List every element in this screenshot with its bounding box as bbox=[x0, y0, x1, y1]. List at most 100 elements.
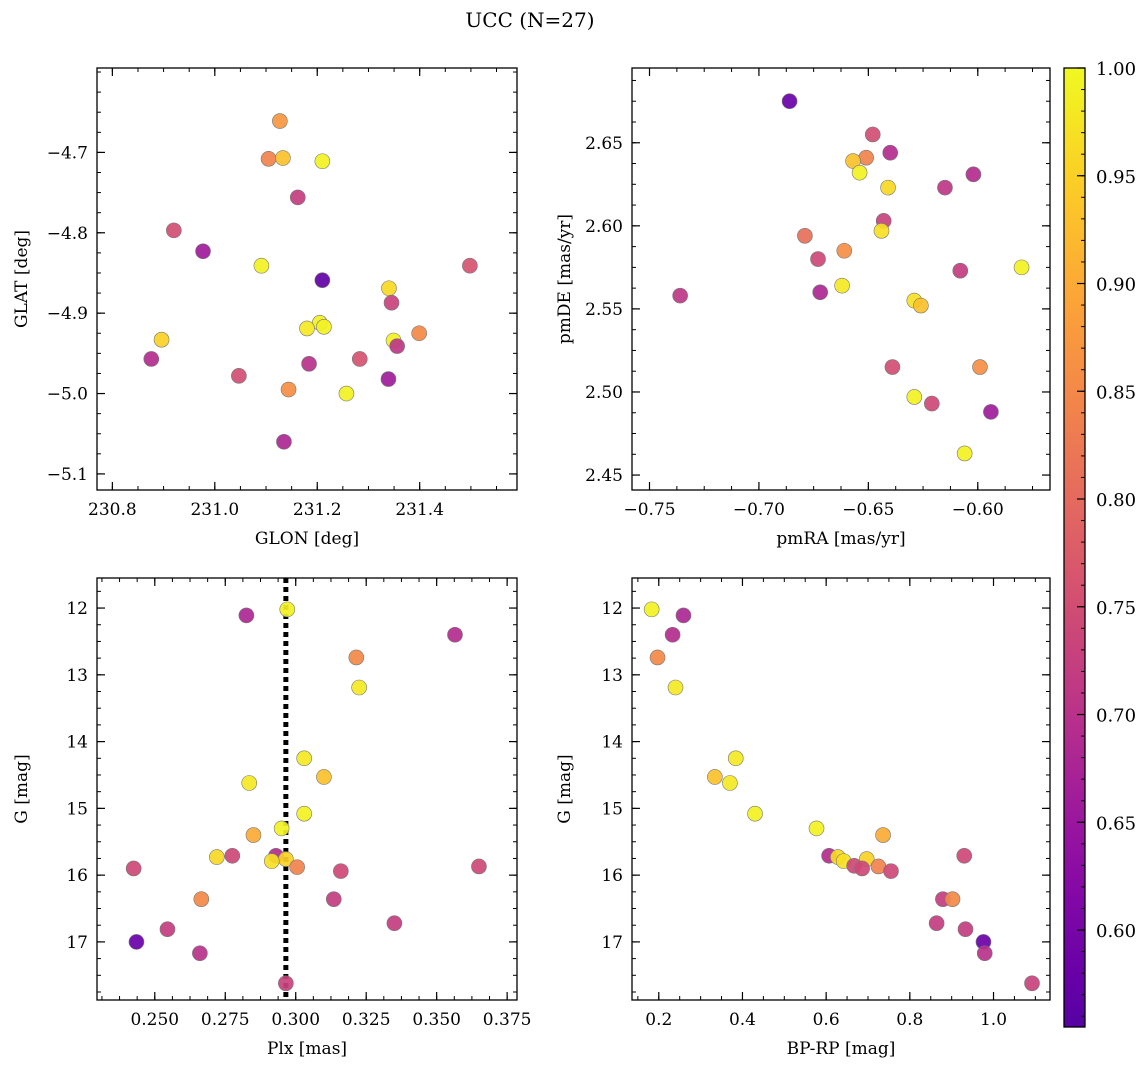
x-tick-label: 0.325 bbox=[342, 1010, 391, 1030]
panels: 230.8 231.0 231.2 231.4 −4.7 −4.8 −4.9 −5.0 −5.1… bbox=[12, 67, 1051, 1059]
scatter-point bbox=[471, 858, 487, 875]
scatter-point bbox=[643, 601, 660, 618]
colorbar-tick-label: 0.80 bbox=[1096, 490, 1136, 511]
scatter-point bbox=[957, 921, 974, 938]
scatter-point bbox=[913, 297, 929, 314]
x-tick-label: 0.6 bbox=[813, 1010, 840, 1030]
y-tick-label: 15 bbox=[66, 799, 88, 819]
scatter-point bbox=[864, 126, 881, 143]
scatter-point bbox=[836, 242, 853, 259]
colorbar-tick-label: 0.90 bbox=[1096, 275, 1136, 296]
y-tick-label: 13 bbox=[601, 666, 623, 686]
axes-frame bbox=[96, 577, 518, 1001]
scatter-point bbox=[273, 820, 290, 837]
points bbox=[125, 601, 487, 992]
scatter-point bbox=[854, 860, 870, 877]
colorbar-gradient bbox=[1063, 67, 1086, 1028]
scatter-point bbox=[253, 257, 270, 274]
axes-frame bbox=[631, 577, 1051, 1001]
scatter-point bbox=[937, 179, 953, 196]
scatter-point bbox=[447, 626, 463, 643]
scatter-point bbox=[208, 849, 225, 865]
scatter-point bbox=[664, 626, 681, 643]
y-tick-label: 12 bbox=[66, 599, 88, 619]
x-tick-label: −0.70 bbox=[733, 500, 785, 520]
scatter-point bbox=[880, 179, 896, 196]
scatter-point bbox=[195, 243, 211, 260]
scatter-point bbox=[275, 150, 291, 166]
y-tick-label: 16 bbox=[601, 866, 623, 886]
scatter-point bbox=[338, 385, 355, 402]
scatter-point bbox=[125, 860, 142, 877]
scatter-point bbox=[325, 891, 342, 907]
y-tick-label: 16 bbox=[66, 866, 88, 886]
x-tick-label: −0.65 bbox=[842, 500, 894, 520]
scatter-point bbox=[667, 679, 684, 696]
scatter-point bbox=[272, 113, 288, 129]
x-tick-label: 0.4 bbox=[729, 1010, 756, 1030]
scatter-point bbox=[649, 649, 666, 666]
scatter-panel-4: 0.2 0.4 0.6 0.8 1.0 12 13 14 15 16 17 BP-RP [mag] G … bbox=[555, 577, 1051, 1059]
scatter-panel-1: 230.8 231.0 231.2 231.4 −4.7 −4.8 −4.9 −5.0 −5.1… bbox=[12, 67, 518, 549]
x-tick-label: 231.4 bbox=[395, 500, 444, 520]
scatter-point bbox=[296, 805, 312, 822]
scatter-point bbox=[260, 151, 277, 167]
y-tick-label: −5.0 bbox=[47, 385, 88, 405]
x-tick-label: 0.275 bbox=[201, 1010, 250, 1030]
scatter-point bbox=[883, 863, 899, 879]
y-tick-label: −5.1 bbox=[47, 465, 88, 485]
scatter-point bbox=[672, 287, 688, 304]
scatter-point bbox=[279, 601, 296, 618]
x-tick-label: 231.2 bbox=[293, 500, 342, 520]
y-tick-label: 12 bbox=[601, 599, 623, 619]
scatter-point bbox=[380, 371, 397, 387]
points bbox=[143, 113, 478, 450]
scatter-point bbox=[956, 847, 973, 864]
y-tick-label: 2.45 bbox=[585, 466, 623, 486]
scatter-point bbox=[944, 891, 961, 907]
scatter-point bbox=[316, 319, 332, 335]
scatter-point bbox=[727, 750, 744, 767]
y-tick-label: 2.60 bbox=[585, 217, 623, 237]
scatter-point bbox=[812, 284, 829, 301]
scatter-point bbox=[159, 921, 176, 938]
colorbar-tick-label: 0.95 bbox=[1096, 167, 1136, 188]
y-tick-label: 17 bbox=[601, 933, 623, 953]
x-axis-label: GLON [deg] bbox=[255, 529, 359, 549]
y-tick-label: 2.50 bbox=[585, 383, 623, 403]
scatter-point bbox=[952, 262, 969, 279]
colorbar-tick-label: 0.60 bbox=[1096, 921, 1136, 942]
scatter-point bbox=[675, 607, 692, 624]
scatter-point bbox=[276, 433, 292, 450]
x-tick-label: 1.0 bbox=[980, 1010, 1007, 1030]
scatter-point bbox=[781, 93, 798, 110]
scatter-point bbox=[884, 359, 901, 375]
colorbar-tick-label: 0.85 bbox=[1096, 382, 1136, 403]
x-tick-label: 0.350 bbox=[412, 1010, 461, 1030]
scatter-point bbox=[238, 607, 255, 624]
axes-frame bbox=[96, 67, 518, 491]
scatter-point bbox=[299, 320, 315, 337]
scatter-point bbox=[278, 975, 294, 992]
scatter-point bbox=[193, 891, 210, 907]
x-tick-label: 0.8 bbox=[896, 1010, 923, 1030]
x-axis-label: BP-RP [mag] bbox=[787, 1039, 896, 1059]
scatter-point bbox=[296, 750, 312, 767]
scatter-point bbox=[383, 294, 400, 311]
scatter-point bbox=[316, 769, 332, 785]
x-tick-label: 0.250 bbox=[130, 1010, 179, 1030]
scatter-point bbox=[873, 223, 890, 239]
y-tick-label: 13 bbox=[66, 666, 88, 686]
scatter-point bbox=[722, 775, 738, 791]
x-tick-label: 231.0 bbox=[190, 500, 239, 520]
scatter-point bbox=[389, 338, 405, 354]
y-tick-label: −4.8 bbox=[47, 224, 88, 244]
x-tick-label: 230.8 bbox=[88, 500, 137, 520]
scatter-point bbox=[263, 853, 280, 869]
scatter-point bbox=[965, 166, 982, 183]
scatter-point bbox=[386, 915, 403, 932]
y-axis-label: GLAT [deg] bbox=[12, 230, 32, 328]
scatter-point bbox=[747, 805, 763, 822]
scatter-point bbox=[808, 820, 825, 837]
